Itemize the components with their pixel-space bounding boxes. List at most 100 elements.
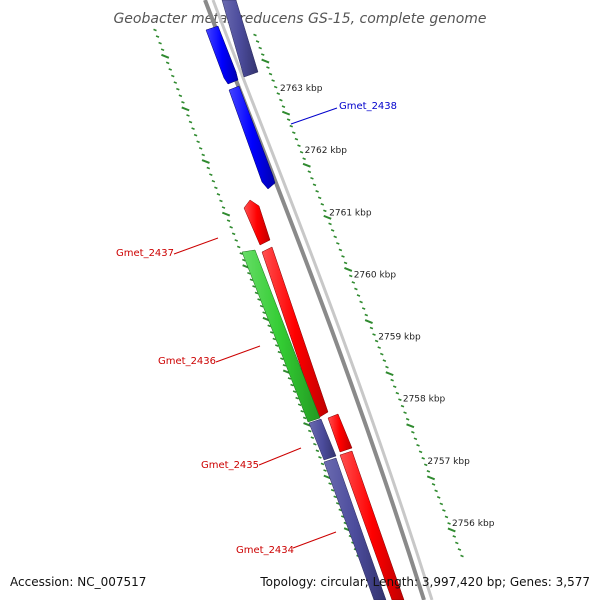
inner-rail-minor-tick <box>160 48 165 52</box>
gene-feature-purple-top[interactable] <box>221 0 259 78</box>
inner-rail-minor-tick <box>302 416 307 420</box>
inner-rail-minor-tick <box>214 186 218 190</box>
inner-rail-minor-tick <box>188 120 193 124</box>
inner-rail-minor-tick <box>186 114 190 117</box>
inner-rail-minor-tick <box>338 508 343 512</box>
outer-rail-minor-tick <box>377 346 381 349</box>
leader-gmet-2438 <box>290 107 338 125</box>
cds-arrow-blue-top[interactable] <box>205 25 239 85</box>
inner-rail-minor-tick <box>282 363 287 367</box>
outer-rail-major-tick <box>385 371 394 377</box>
outer-rail-minor-tick <box>390 378 394 382</box>
inner-rail-minor-tick <box>323 469 327 472</box>
outer-rail-minor-tick <box>338 248 343 252</box>
outer-rail-minor-tick <box>423 463 428 467</box>
inner-rail-minor-tick <box>153 28 157 32</box>
gene-feature-gmet-2434[interactable] <box>323 457 387 600</box>
outer-rail-minor-tick <box>356 294 361 297</box>
outer-rail-minor-tick <box>292 131 296 135</box>
outer-rail-minor-tick <box>354 287 358 291</box>
outer-rail-minor-tick <box>312 183 317 187</box>
gene-label-gmet-2437[interactable]: Gmet_2437 <box>116 248 174 259</box>
outer-rail-minor-tick <box>380 352 384 356</box>
outer-rail-major-tick <box>302 162 311 168</box>
scale-tick-labels: 2763 kbp 2762 kbp 2761 kbp 2760 kbp 2759 kbp… <box>280 84 495 529</box>
scale-label-2759: 2759 kbp <box>378 333 421 343</box>
inner-rail-minor-tick <box>287 377 292 380</box>
outer-rail-minor-tick <box>400 404 405 408</box>
outer-rail-minor-tick <box>253 33 257 37</box>
inner-rail-minor-tick <box>155 35 160 38</box>
outer-rail-minor-tick <box>460 554 464 558</box>
cds-arrow-gmet-2434-red[interactable] <box>339 450 405 600</box>
inner-rail-major-tick <box>181 106 190 112</box>
outer-rail-minor-tick <box>317 196 322 200</box>
scale-label-2760: 2760 kbp <box>354 270 397 280</box>
inner-rail-minor-tick <box>221 206 226 209</box>
outer-rail-major-tick <box>447 527 456 533</box>
outer-rail-minor-tick <box>336 242 340 245</box>
inner-rail-major-tick <box>201 159 210 164</box>
accession-text: Accession: NC_007517 <box>10 575 147 589</box>
cds-arrow-gmet-2437[interactable] <box>243 199 271 246</box>
outer-rail-minor-tick <box>320 202 325 206</box>
inner-rail-minor-tick <box>196 140 200 144</box>
inner-rail-minor-tick <box>297 403 302 407</box>
inner-rail-minor-tick <box>280 357 284 361</box>
outer-rail-minor-tick <box>361 307 366 310</box>
gene-label-gmet-2434[interactable]: Gmet_2434 <box>236 545 294 556</box>
outer-rail-minor-tick <box>457 548 462 551</box>
outer-rail-minor-tick <box>395 391 400 395</box>
outer-rail-minor-tick <box>258 46 262 50</box>
outer-rail-minor-tick <box>276 92 281 95</box>
outer-tick-rail <box>253 33 464 558</box>
outer-rail-minor-tick <box>405 417 410 421</box>
gene-label-gmet-2438[interactable]: Gmet_2438 <box>339 101 397 112</box>
outer-rail-minor-tick <box>266 66 270 69</box>
scale-label-2763: 2763 kbp <box>280 84 323 94</box>
inner-rail-minor-tick <box>275 344 279 347</box>
inner-rail-minor-tick <box>247 271 251 275</box>
inner-rail-minor-tick <box>178 94 183 98</box>
gene-feature-gmet-2435[interactable] <box>308 418 337 461</box>
outer-rail-major-tick <box>406 423 415 429</box>
gene-label-gmet-2435[interactable]: Gmet_2435 <box>201 460 259 471</box>
inner-rail-minor-tick <box>295 396 299 400</box>
inner-rail-minor-tick <box>209 173 213 176</box>
inner-rail-minor-tick <box>257 298 261 301</box>
outer-rail-minor-tick <box>348 274 353 278</box>
outer-rail-major-tick <box>344 267 353 272</box>
outer-rail-minor-tick <box>385 365 389 369</box>
inner-rail-minor-tick <box>239 252 244 255</box>
outer-rail-minor-tick <box>297 144 301 148</box>
gene-label-gmet-2436[interactable]: Gmet_2436 <box>158 356 216 367</box>
leader-gmet-2437 <box>173 237 219 255</box>
inner-rail-minor-tick <box>206 166 211 170</box>
outer-rail-minor-tick <box>434 489 438 493</box>
outer-rail-minor-tick <box>294 137 299 141</box>
inner-rail-minor-tick <box>333 495 337 499</box>
inner-rail-minor-tick <box>259 304 264 308</box>
rrna-gene-gmet-2436[interactable] <box>241 249 321 423</box>
outer-rail-minor-tick <box>439 502 444 506</box>
inner-rail-minor-tick <box>320 462 325 466</box>
outer-rail-minor-tick <box>279 98 283 102</box>
cds-arrow-gmet-2438[interactable] <box>228 85 276 190</box>
inner-rail-minor-tick <box>242 258 246 262</box>
inner-rail-minor-tick <box>236 245 241 249</box>
scale-label-2757: 2757 kbp <box>427 457 470 467</box>
cds-arrow-gmet-2436-red[interactable] <box>261 246 329 419</box>
inner-rail-minor-tick <box>181 100 185 104</box>
inner-rail-minor-tick <box>234 239 238 242</box>
inner-rail-minor-tick <box>231 232 236 236</box>
inner-rail-minor-tick <box>170 74 175 78</box>
outer-rail-minor-tick <box>273 85 278 89</box>
genome-summary-text: Topology: circular; Length: 3,997,420 bp… <box>260 575 590 589</box>
cds-arrow-gmet-2435-red[interactable] <box>327 413 353 453</box>
outer-rail-minor-tick <box>359 300 363 304</box>
inner-rail-minor-tick <box>165 61 170 65</box>
inner-rail-minor-tick <box>193 133 198 137</box>
inner-rail-major-tick <box>303 422 312 427</box>
outer-rail-minor-tick <box>382 359 387 362</box>
